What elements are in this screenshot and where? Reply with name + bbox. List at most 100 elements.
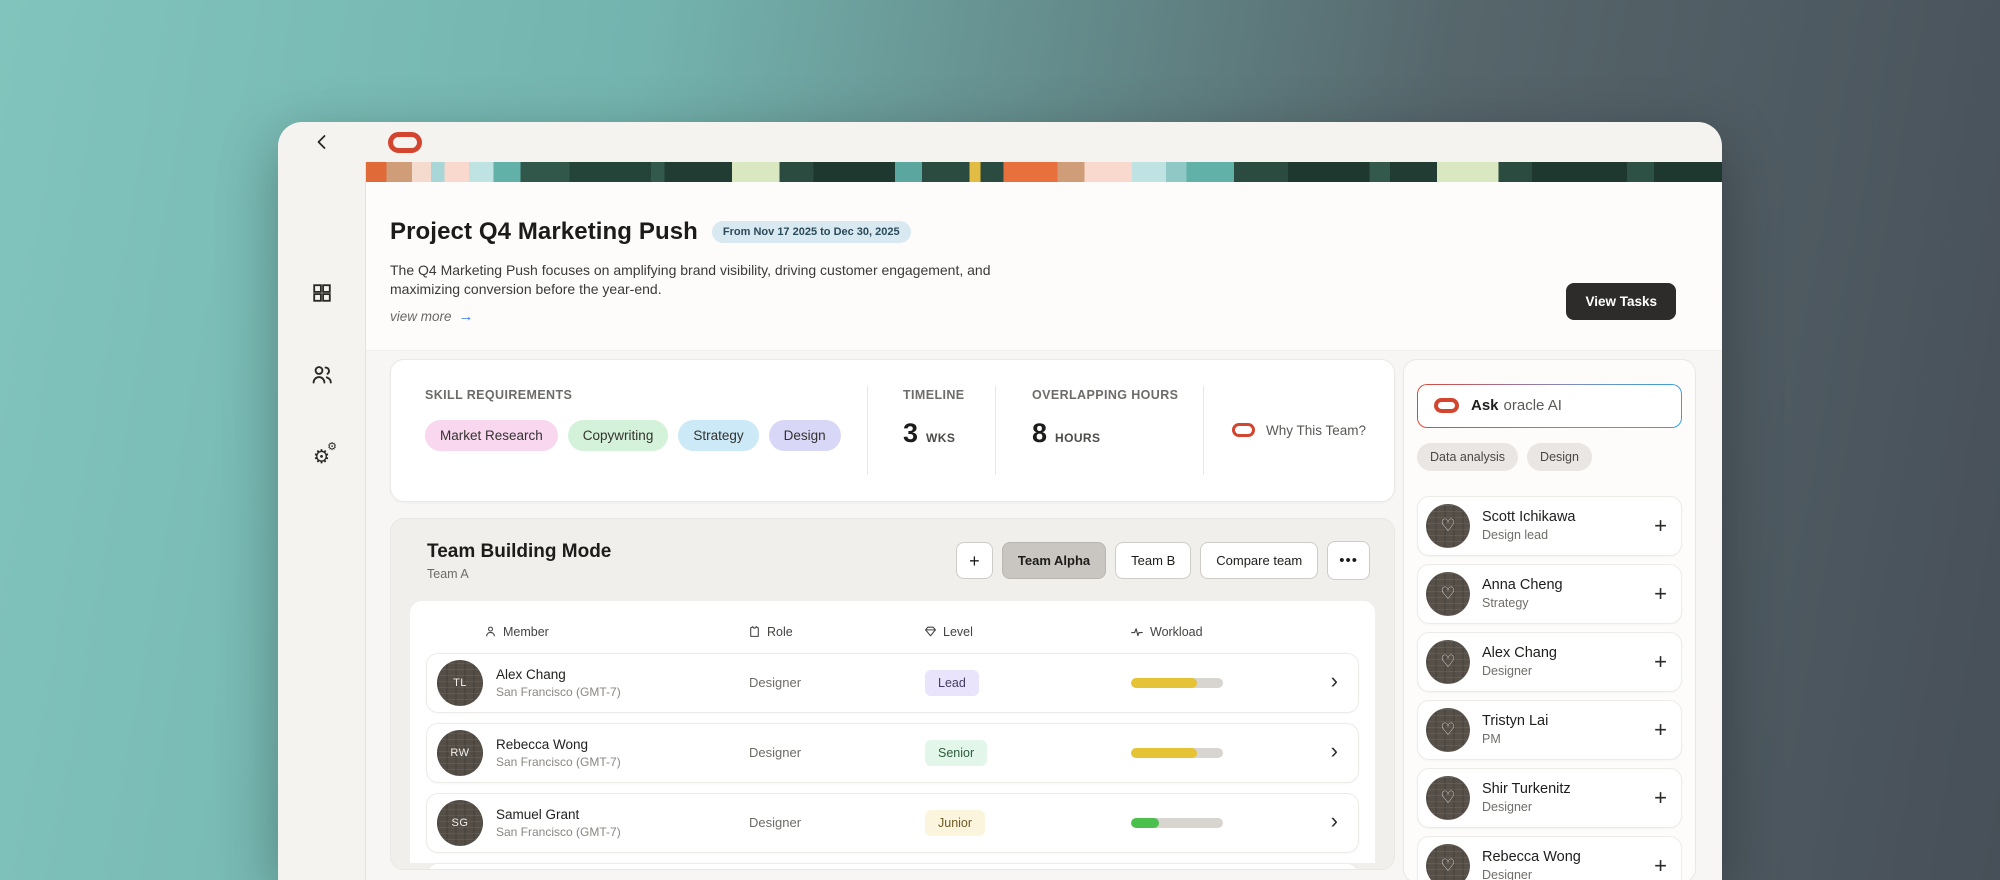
gem-icon xyxy=(924,625,937,638)
member-name: Alex Chang xyxy=(496,666,566,682)
team-b-tab[interactable]: Team B xyxy=(1115,542,1192,579)
add-team-button[interactable]: + xyxy=(955,542,993,579)
avatar: ♡ xyxy=(1426,503,1470,548)
table-row[interactable]: RW Rebecca Wong San Francisco (GMT-7) De… xyxy=(426,722,1359,783)
heart-icon: ♡ xyxy=(1440,855,1456,875)
overlap-unit: HOURS xyxy=(1055,430,1101,445)
project-description: The Q4 Marketing Push focuses on amplify… xyxy=(390,262,991,297)
avatar: ♡ xyxy=(1426,639,1470,684)
back-button[interactable] xyxy=(308,128,336,156)
add-person-button[interactable]: + xyxy=(1654,852,1667,878)
person-icon xyxy=(484,625,497,638)
pulse-icon xyxy=(1130,625,1144,639)
table-row-partial[interactable] xyxy=(426,862,1359,869)
workload-bar-fill xyxy=(1131,747,1198,758)
avatar: RW xyxy=(437,729,483,776)
shirt-icon xyxy=(748,625,761,638)
suggestion-chip[interactable]: Data analysis xyxy=(1417,442,1519,471)
sidebar-item-dashboard[interactable] xyxy=(309,280,335,306)
workload-bar-fill xyxy=(1131,817,1159,828)
person-role: Designer xyxy=(1482,868,1533,880)
workload-bar xyxy=(1131,747,1223,758)
skill-requirements-section: SKILL REQUIREMENTS Market Research Copywr… xyxy=(391,360,867,501)
skill-chips: Market Research Copywriting Strategy Design xyxy=(425,419,867,451)
why-this-team-button[interactable]: Why This Team? xyxy=(1204,360,1394,501)
project-header: Project Q4 Marketing Push From Nov 17 20… xyxy=(366,182,1722,351)
suggestion-chip[interactable]: Design xyxy=(1527,442,1592,471)
add-person-button[interactable]: + xyxy=(1654,716,1667,742)
person-card: ♡ Scott Ichikawa Design lead + xyxy=(1417,495,1682,556)
avatar: SG xyxy=(437,799,483,846)
member-name: Samuel Grant xyxy=(496,806,580,822)
skill-chip: Strategy xyxy=(678,419,759,451)
heart-icon: ♡ xyxy=(1440,651,1456,671)
heart-icon: ♡ xyxy=(1440,515,1456,535)
why-this-team-label: Why This Team? xyxy=(1265,422,1367,438)
person-card: ♡ Tristyn Lai PM + xyxy=(1417,699,1682,760)
chevron-right-icon[interactable]: › xyxy=(1330,667,1338,693)
role-column-label: Role xyxy=(767,624,793,639)
table-row[interactable]: SG Samuel Grant San Francisco (GMT-7) De… xyxy=(426,792,1359,853)
add-person-button[interactable]: + xyxy=(1654,784,1667,810)
view-tasks-button[interactable]: View Tasks xyxy=(1566,283,1676,320)
team-alpha-tab[interactable]: Team Alpha xyxy=(1001,542,1107,579)
person-card: ♡ Anna Cheng Strategy + xyxy=(1417,563,1682,624)
timeline-value: 3 xyxy=(903,417,919,448)
workload-column-label: Workload xyxy=(1150,624,1203,639)
compare-team-button[interactable]: Compare team xyxy=(1200,542,1319,579)
divider xyxy=(1203,385,1204,475)
ask-label-rest: oracle AI xyxy=(1503,396,1562,414)
overlap-label: OVERLAPPING HOURS xyxy=(1032,387,1179,402)
ask-oracle-ai-button[interactable]: Ask oracle AI xyxy=(1417,384,1682,428)
member-role: Designer xyxy=(749,744,802,760)
app-window: ⚙ ⚙ Project Q4 Marketing Push From Nov 17… xyxy=(278,122,1722,880)
oracle-logo-icon xyxy=(1231,423,1255,437)
person-name: Tristyn Lai xyxy=(1482,713,1549,729)
overlap-value: 8 xyxy=(1032,417,1048,448)
avatar: ♡ xyxy=(1426,843,1470,880)
view-more-link[interactable]: view more → xyxy=(390,307,474,325)
project-banner-illustration xyxy=(366,162,1722,182)
member-column-label: Member xyxy=(503,624,549,639)
chevron-right-icon[interactable]: › xyxy=(1330,807,1338,833)
heart-icon: ♡ xyxy=(1440,787,1456,807)
gears-icon: ⚙ ⚙ xyxy=(312,440,338,468)
project-overview-card: SKILL REQUIREMENTS Market Research Copywr… xyxy=(390,358,1395,502)
level-badge: Senior xyxy=(925,739,988,766)
member-role: Designer xyxy=(749,674,802,690)
add-person-button[interactable]: + xyxy=(1654,648,1667,674)
more-options-button[interactable]: ••• xyxy=(1327,541,1370,580)
suggestion-chips: Data analysis Design xyxy=(1417,442,1682,471)
add-person-button[interactable]: + xyxy=(1654,580,1667,606)
avatar: ♡ xyxy=(1426,571,1470,616)
main-content: Project Q4 Marketing Push From Nov 17 20… xyxy=(366,162,1722,880)
skill-chip: Design xyxy=(768,419,841,451)
assistant-panel: Ask oracle AI Data analysis Design ♡ Scott… xyxy=(1403,358,1696,880)
sidebar-item-settings[interactable]: ⚙ ⚙ xyxy=(309,440,338,470)
overlapping-hours-section: OVERLAPPING HOURS 8 HOURS xyxy=(996,360,1203,501)
team-subtitle: Team A xyxy=(427,566,469,581)
ask-label-bold: Ask xyxy=(1471,396,1499,414)
heart-icon: ♡ xyxy=(1440,719,1456,739)
avatar: ♡ xyxy=(1426,775,1470,820)
add-person-button[interactable]: + xyxy=(1654,512,1667,538)
sidebar-item-team[interactable] xyxy=(309,362,335,388)
workload-bar xyxy=(1131,817,1223,828)
chevron-right-icon[interactable]: › xyxy=(1330,737,1338,763)
window-header xyxy=(278,122,1722,162)
table-row[interactable]: TL Alex Chang San Francisco (GMT-7) Desi… xyxy=(426,652,1359,713)
table-header-row: Member Role xyxy=(426,611,1359,653)
timeline-unit: WKS xyxy=(926,430,956,445)
member-name: Rebecca Wong xyxy=(496,736,589,752)
divider xyxy=(867,385,868,475)
divider xyxy=(995,385,996,475)
grid-icon xyxy=(311,282,333,304)
timeline-label: TIMELINE xyxy=(903,387,965,402)
level-column-label: Level xyxy=(943,624,973,639)
team-building-card: Team Building Mode Team A + Team Alpha Tea… xyxy=(390,517,1395,870)
person-role: Strategy xyxy=(1482,596,1529,610)
team-building-title: Team Building Mode xyxy=(427,540,612,562)
date-range-badge: From Nov 17 2025 to Dec 30, 2025 xyxy=(711,221,911,243)
team-table: Member Role xyxy=(410,600,1375,869)
person-name: Scott Ichikawa xyxy=(1482,509,1576,525)
